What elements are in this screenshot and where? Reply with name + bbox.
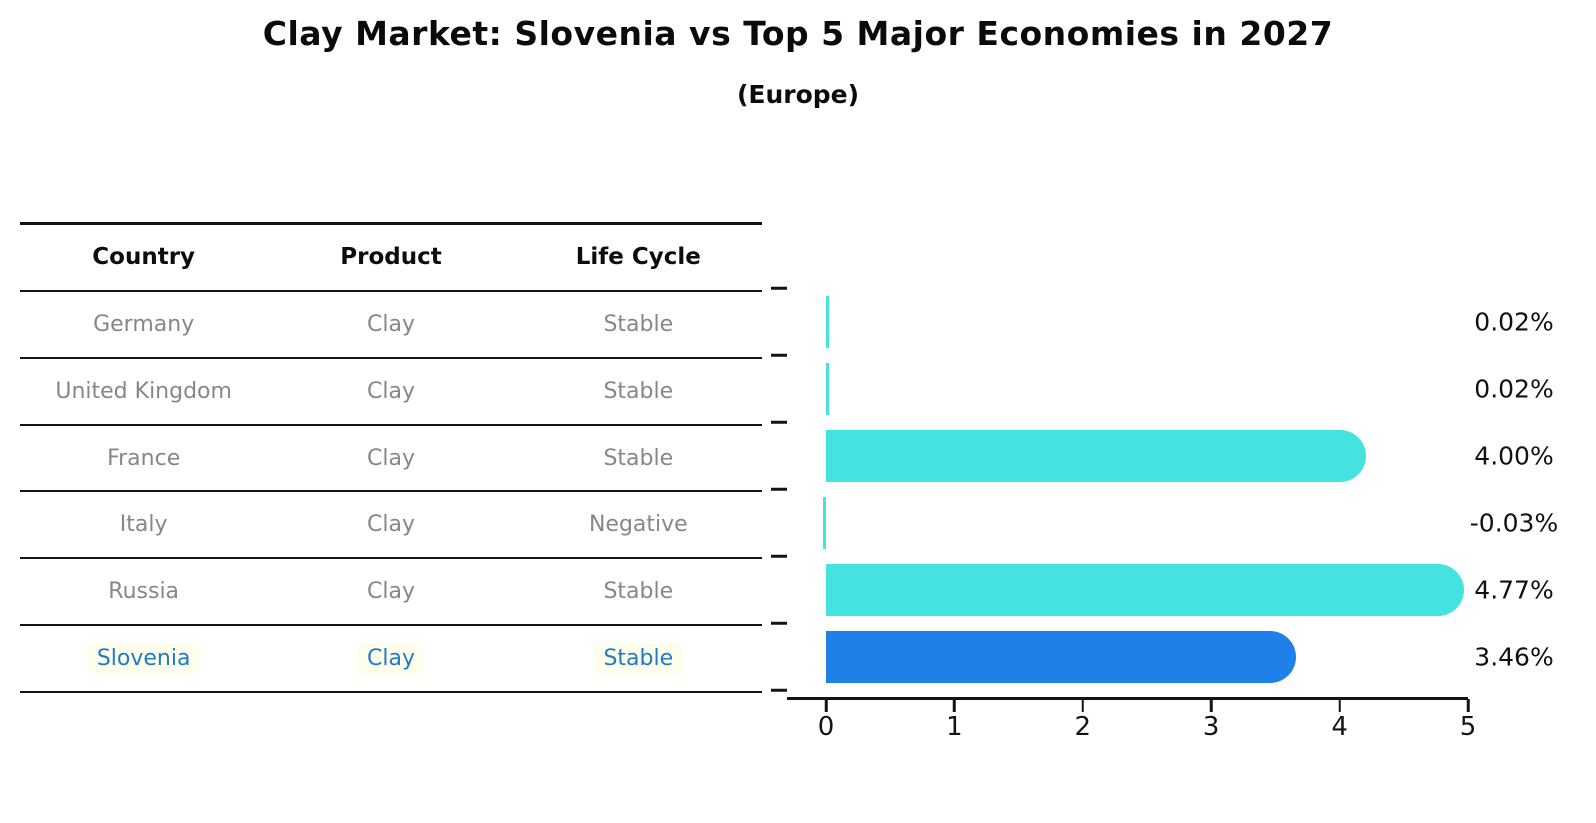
x-axis-tick — [953, 699, 956, 712]
x-axis-tick — [1209, 699, 1213, 712]
x-axis-tick-label: 3 — [1202, 712, 1220, 742]
y-axis-tick — [771, 621, 787, 625]
x-axis-tick — [824, 699, 828, 712]
x-axis-tick-label: 4 — [1331, 712, 1348, 742]
cell-life-cycle: Negative — [588, 512, 688, 538]
table-header-life-cycle: Life Cycle — [575, 244, 701, 271]
x-axis-tick-label: 2 — [1074, 712, 1092, 742]
chart-title: Clay Market: Slovenia vs Top 5 Major Eco… — [262, 14, 1334, 53]
highlighted-text: Slovenia — [87, 644, 200, 674]
cell-product: Clay — [367, 378, 415, 404]
cell-product: Clay — [267, 644, 514, 674]
cell-product: Clay — [367, 311, 415, 337]
x-axis-tick-label: 0 — [817, 712, 835, 742]
table-row-france: France Clay Stable — [20, 426, 762, 493]
cell-life-cycle: Stable — [603, 445, 674, 471]
bar-value-label: 4.00% — [1474, 441, 1554, 470]
x-axis-tick — [1338, 699, 1341, 712]
y-axis-tick — [771, 353, 787, 357]
bar-value-label: 0.02% — [1474, 307, 1554, 336]
bar-value-label: 0.02% — [1474, 374, 1554, 403]
x-axis-line — [787, 697, 1468, 700]
cell-country: Slovenia — [20, 644, 267, 674]
cell-product: Clay — [367, 512, 415, 538]
table-row-slovenia: Slovenia Clay Stable — [20, 626, 762, 694]
y-axis-tick — [771, 420, 787, 424]
x-axis-tick-label: 1 — [946, 712, 963, 742]
y-axis-tick — [771, 688, 787, 692]
table-row-italy: Italy Clay Negative — [20, 492, 762, 560]
table-row-germany: Germany Clay Stable — [20, 292, 762, 359]
bar-france — [826, 429, 1366, 482]
bar-value-label: 3.46% — [1474, 642, 1554, 671]
chart-subtitle: (Europe) — [736, 80, 860, 109]
cell-life-cycle: Stable — [603, 378, 674, 404]
table-header-country: Country — [92, 244, 196, 271]
y-axis-tick — [771, 286, 787, 290]
y-axis-tick — [771, 554, 787, 558]
bar-italy — [823, 496, 826, 549]
bar-slovenia — [826, 630, 1297, 683]
bar-value-label: -0.03% — [1469, 508, 1559, 537]
cell-life-cycle: Stable — [603, 311, 674, 337]
cell-life-cycle: Stable — [515, 644, 762, 674]
cell-country: Italy — [119, 512, 168, 538]
bar-russia — [826, 563, 1465, 616]
table-header-row: Country Product Life Cycle — [20, 225, 762, 292]
table-row-russia: Russia Clay Stable — [20, 559, 762, 627]
bar-germany — [826, 295, 829, 348]
cell-country: France — [107, 445, 181, 471]
x-axis-tick — [1081, 699, 1085, 712]
cell-product: Clay — [367, 445, 415, 471]
y-axis-tick — [771, 487, 787, 491]
table-header-product: Product — [340, 244, 442, 271]
cell-country: Russia — [108, 579, 180, 605]
table-row-united-kingdom: United Kingdom Clay Stable — [20, 359, 762, 426]
cell-life-cycle: Stable — [603, 579, 674, 605]
x-axis-tick — [1466, 699, 1470, 712]
highlighted-text: Stable — [594, 644, 683, 674]
cell-country: United Kingdom — [55, 378, 232, 404]
x-axis-tick-label: 5 — [1459, 712, 1477, 742]
cell-country: Germany — [93, 311, 195, 337]
bar-value-label: 4.77% — [1474, 575, 1554, 604]
country-table: Country Product Life Cycle Germany Clay … — [20, 222, 762, 694]
highlighted-text: Clay — [358, 644, 424, 674]
cell-product: Clay — [367, 579, 415, 605]
bar-united-kingdom — [826, 362, 829, 415]
